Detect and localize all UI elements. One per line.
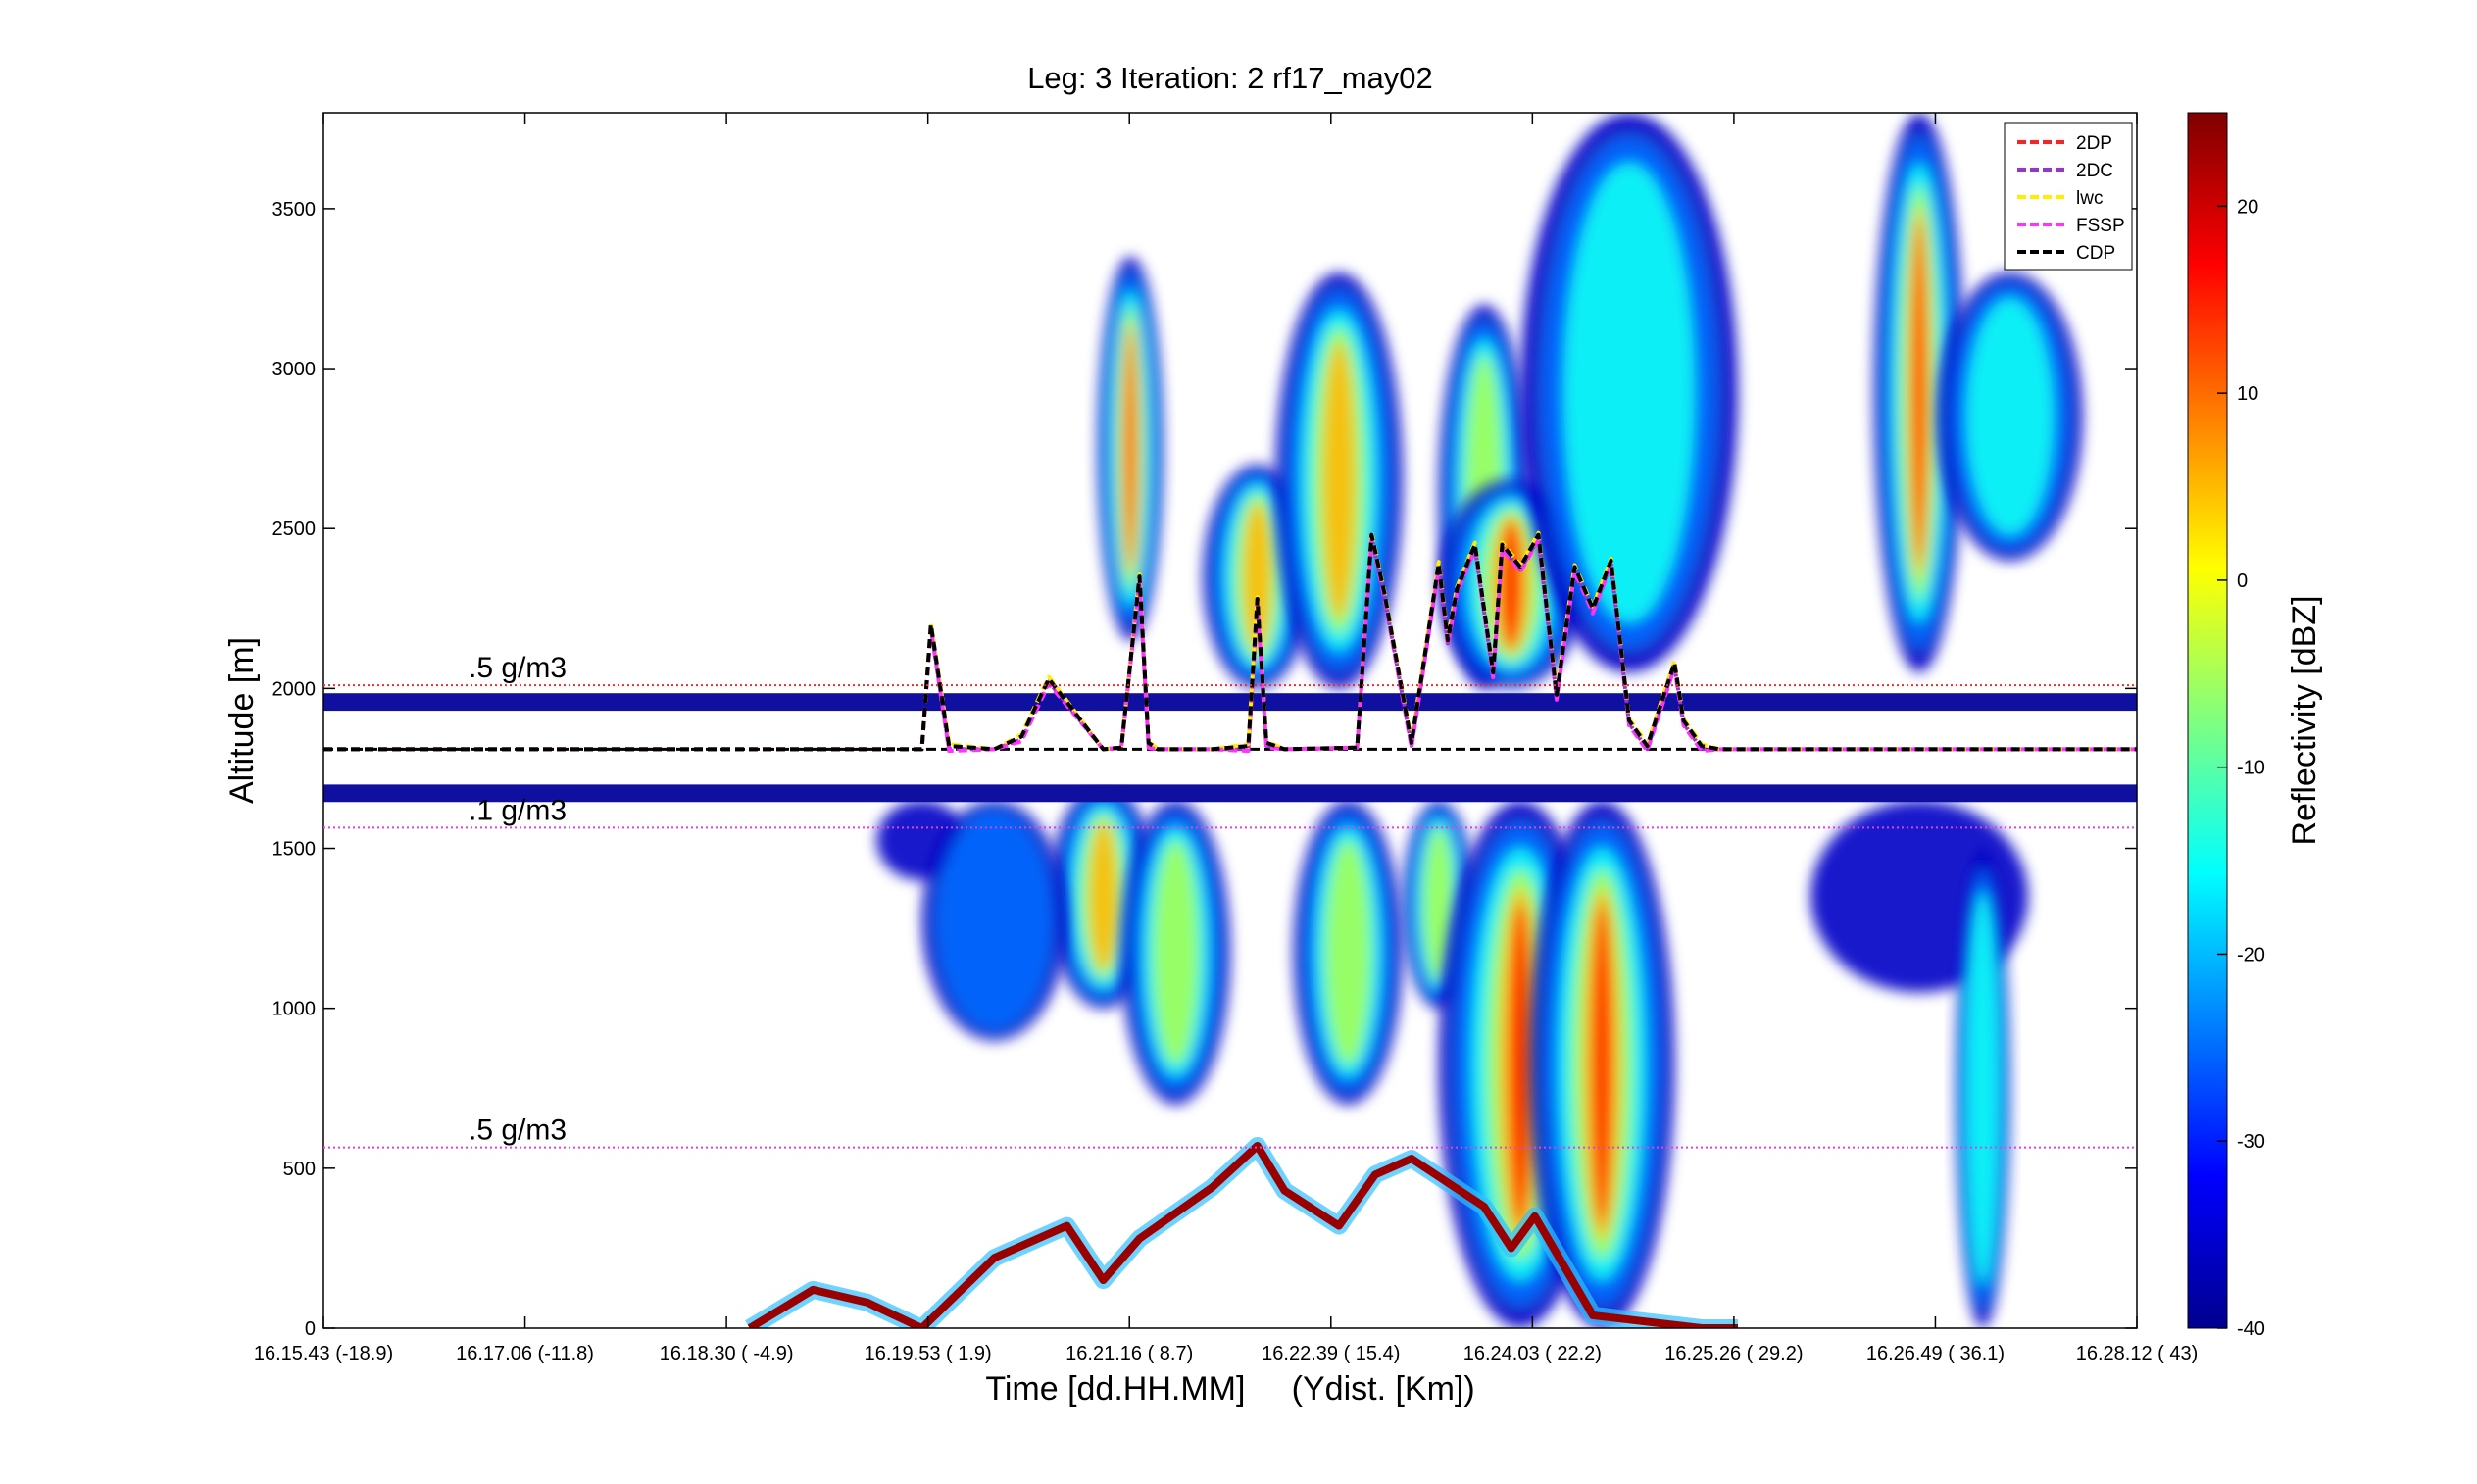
- reflectivity-column-11: [1529, 800, 1675, 1328]
- legend-label-CDP: CDP: [2076, 243, 2115, 264]
- reference-label-2: .1 g/m3: [469, 794, 567, 826]
- y-axis-ticks: 0 500 1000 1500 2000 2500 3000 3500: [272, 199, 2137, 1340]
- reflectivity-column-6: [1293, 800, 1403, 1105]
- y-tick-label: 0: [305, 1318, 316, 1340]
- x-tick-label: 16.19.53 ( 1.9): [865, 1343, 992, 1364]
- reflectivity-contour: [1509, 902, 1532, 1226]
- y-tick-label: 500: [283, 1159, 316, 1180]
- colorbar-tick-label: 20: [2237, 196, 2258, 218]
- reflectivity-contour: [1591, 902, 1612, 1226]
- reflectivity-contour: [1322, 341, 1356, 619]
- legend-label-lwc: lwc: [2076, 188, 2103, 209]
- colorbar-scale: [2187, 112, 2228, 1329]
- legend-label-2DC: 2DC: [2076, 161, 2113, 181]
- reflectivity-column-16: [1956, 848, 2010, 1328]
- surface-echo-core: [747, 1142, 1738, 1328]
- x-tick-label: 16.26.49 ( 36.1): [1866, 1343, 2005, 1364]
- reflectivity-contour: [1966, 298, 2054, 535]
- reflectivity-contour: [1089, 821, 1117, 971]
- x-tick-label: 16.18.30 ( -4.9): [660, 1343, 794, 1364]
- reflectivity-contour: [1563, 163, 1695, 622]
- reflectivity-column-14: [1937, 272, 2083, 561]
- reflectivity-contour: [1324, 840, 1371, 1065]
- colorbar: -40 -30 -20 -10 0 10 20 Reflectivity [dBZ]: [2187, 112, 2323, 1340]
- probe-traces: [323, 530, 2137, 754]
- x-tick-label: 16.17.06 (-11.8): [456, 1343, 594, 1364]
- colorbar-tick-label: -30: [2237, 1131, 2265, 1153]
- reflectivity-contour: [1501, 520, 1522, 649]
- x-tick-label: 16.21.16 ( 8.7): [1065, 1343, 1193, 1364]
- x-tick-label: 16.24.03 ( 22.2): [1463, 1343, 1602, 1364]
- colorbar-tick-label: -10: [2237, 758, 2265, 779]
- colorbar-title: Reflectivity [dBZ]: [2286, 595, 2323, 845]
- reflectivity-column-1: [1097, 256, 1164, 641]
- x-axis-title: Time [dd.HH.MM] (Ydist. [Km]): [985, 1370, 1474, 1408]
- reflectivity-contour: [936, 811, 1053, 1030]
- reflectivity-contour: [1966, 891, 2000, 1285]
- colorbar-tick-label: 0: [2237, 570, 2248, 592]
- colorbar-ticks: -40 -30 -20 -10 0 10 20: [2217, 196, 2265, 1340]
- y-tick-label: 1000: [272, 999, 317, 1020]
- x-tick-label: 16.22.39 ( 15.4): [1262, 1343, 1400, 1364]
- y-tick-label: 1500: [272, 839, 317, 861]
- reflectivity-column-3: [1121, 800, 1230, 1105]
- reflectivity-contour: [1243, 501, 1272, 652]
- upper-sidelobe-band: [323, 693, 2137, 712]
- y-tick-label: 2500: [272, 519, 317, 540]
- plot-frame: [322, 112, 2138, 1329]
- legend-label-2DP: 2DP: [2076, 133, 2112, 154]
- x-tick-label: 16.15.43 (-18.9): [254, 1343, 393, 1364]
- reflectivity-column-18: [921, 800, 1067, 1041]
- series-CDP-trace: [323, 532, 2137, 752]
- reflectivity-contour: [1153, 840, 1199, 1065]
- y-tick-label: 3000: [272, 359, 317, 380]
- reflectivity-column-13: [1873, 113, 1965, 673]
- reflectivity-column-5: [1275, 272, 1403, 689]
- reflectivity-column-12: [1520, 113, 1738, 673]
- reference-annotations: .5 g/m3 .1 g/m3 .5 g/m3: [323, 652, 2137, 1149]
- y-tick-label: 2000: [272, 678, 317, 700]
- legend-label-FSSP: FSSP: [2076, 216, 2125, 236]
- colorbar-tick-label: -40: [2237, 1318, 2265, 1340]
- plot-area: [322, 112, 2138, 1329]
- y-axis-title: Altitude [m]: [223, 637, 261, 804]
- colorbar-tick-label: 10: [2237, 383, 2258, 405]
- reference-label-1: .5 g/m3: [469, 652, 567, 684]
- reference-label-3: .5 g/m3: [469, 1114, 567, 1147]
- chart-title: Leg: 3 Iteration: 2 rf17_may02: [1027, 61, 1433, 95]
- reflectivity-contour: [1912, 221, 1926, 565]
- reflectivity-contour: [1423, 827, 1455, 982]
- reflectivity-field: [745, 113, 2083, 1328]
- x-tick-label: 16.28.12 ( 43): [2076, 1343, 2199, 1364]
- x-tick-label: 16.25.26 ( 29.2): [1664, 1343, 1803, 1364]
- x-axis-ticks: 16.15.43 (-18.9) 16.17.06 (-11.8) 16.18.30…: [254, 113, 2198, 1364]
- lower-sidelobe-band: [323, 784, 2137, 803]
- legend: 2DP 2DC lwc FSSP CDP: [2004, 122, 2133, 271]
- colorbar-tick-label: -20: [2237, 944, 2265, 965]
- reflectivity-contour: [1125, 330, 1135, 567]
- y-tick-label: 3500: [272, 199, 317, 221]
